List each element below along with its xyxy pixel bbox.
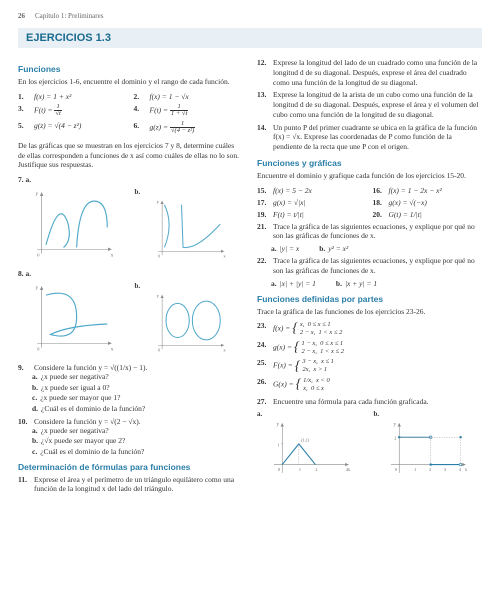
exercise-12: 12.Exprese la longitud del lado de un cu… bbox=[257, 58, 482, 87]
right-column: 12.Exprese la longitud del lado de un cu… bbox=[257, 58, 482, 493]
exercise-21-parts: a.|y| = x b.y² = x² bbox=[271, 244, 482, 253]
svg-text:2: 2 bbox=[429, 468, 431, 473]
exercise-26: 26. G(x) = {1/x, x < 0x, 0 ≤ x bbox=[257, 377, 482, 393]
graph-27a: a. xy 0 124 1 (1,1) bbox=[257, 410, 366, 479]
exercise-13: 13.Exprese la longitud de la arista de u… bbox=[257, 90, 482, 119]
svg-text:1: 1 bbox=[277, 443, 279, 448]
intro-7-8: De las gráficas que se muestran en los e… bbox=[18, 141, 243, 170]
exercise-6: 6.g(z) = 1√(4 − z²) bbox=[134, 121, 244, 135]
svg-text:3: 3 bbox=[443, 468, 445, 473]
exercise-3: 3.F(t) = 1√t bbox=[18, 104, 128, 118]
exercise-14: 14.Un punto P del primer cuadrante se ub… bbox=[257, 123, 482, 152]
svg-text:0: 0 bbox=[278, 468, 280, 473]
intro-1-6: En los ejercicios 1-6, encuentre el domi… bbox=[18, 77, 243, 87]
subhead-funciones: Funciones bbox=[18, 64, 243, 74]
svg-text:y: y bbox=[156, 294, 159, 299]
svg-text:x: x bbox=[223, 254, 226, 259]
svg-text:y: y bbox=[276, 423, 279, 428]
svg-text:x: x bbox=[111, 252, 114, 258]
page-header: 26 Capítulo 1: Preliminares bbox=[18, 12, 482, 20]
svg-text:x: x bbox=[111, 346, 114, 352]
exercise-11: 11.Exprese el área y el perímetro de un … bbox=[18, 475, 243, 493]
svg-text:4: 4 bbox=[346, 468, 348, 473]
svg-text:y: y bbox=[36, 285, 39, 291]
exercise-22: 22.Trace la gráfica de las siguientes ec… bbox=[257, 256, 482, 276]
svg-text:0: 0 bbox=[158, 348, 160, 352]
exercise-18: 18.g(x) = √(−x) bbox=[373, 198, 483, 207]
svg-text:x: x bbox=[464, 469, 467, 474]
exercise-24: 24. g(x) = {1 − x, 0 ≤ x ≤ 12 − x, 1 < x… bbox=[257, 340, 482, 356]
svg-text:0: 0 bbox=[37, 252, 40, 257]
exercise-19: 19.F(t) = t/|t| bbox=[257, 210, 367, 219]
exercise-23: 23. f(x) = {x, 0 ≤ x ≤ 12 − x, 1 < x ≤ 2 bbox=[257, 321, 482, 337]
exercise-10-parts: a.¿x puede ser negativa? b.¿√x puede ser… bbox=[32, 426, 243, 456]
exercise-17: 17.g(x) = √|x| bbox=[257, 198, 367, 207]
subhead-partes: Funciones definidas por partes bbox=[257, 294, 482, 304]
exercise-15: 15.f(x) = 5 − 2x bbox=[257, 186, 367, 195]
exercise-9: 9.Considere la función y = √((1/x) − 1). bbox=[18, 363, 243, 372]
exercise-10: 10.Considere la función y = √(2 − √x). bbox=[18, 417, 243, 426]
svg-text:0: 0 bbox=[395, 468, 397, 473]
exercise-4: 4.F(t) = 11 + √t bbox=[134, 104, 244, 118]
exercise-25: 25. F(x) = {3 − x, x ≤ 12x, x > 1 bbox=[257, 358, 482, 374]
exercise-9-parts: a.¿x puede ser negativa? b.¿x puede ser … bbox=[32, 372, 243, 413]
svg-text:2: 2 bbox=[394, 436, 396, 441]
graph-7a: x y 0 bbox=[18, 188, 127, 261]
exercise-1: 1.f(x) = 1 + x² bbox=[18, 92, 128, 101]
two-column-layout: Funciones En los ejercicios 1-6, encuent… bbox=[18, 58, 482, 493]
intro-15-20: Encuentre el dominio y grafique cada fun… bbox=[257, 171, 482, 181]
intro-23-26: Trace la gráfica de las funciones de los… bbox=[257, 307, 482, 317]
svg-text:2: 2 bbox=[315, 468, 317, 473]
exercise-22-parts: a.|x| + |y| = 1 b.|x + y| = 1 bbox=[271, 279, 482, 288]
svg-text:1: 1 bbox=[414, 468, 416, 473]
chapter-title: Capítulo 1: Preliminares bbox=[35, 12, 103, 20]
exercise-16: 16.f(x) = 1 − 2x − x² bbox=[373, 186, 483, 195]
svg-text:4: 4 bbox=[458, 468, 460, 473]
svg-text:y: y bbox=[36, 191, 39, 197]
subhead-formulas: Determinación de fórmulas para funciones bbox=[18, 462, 243, 472]
graph-8b: b. xy0 bbox=[135, 282, 244, 355]
exercise-7: 7. a. bbox=[18, 175, 243, 184]
svg-text:x: x bbox=[223, 348, 226, 353]
exercise-5: 5.g(z) = √(4 − z²) bbox=[18, 121, 128, 135]
exercise-21: 21.Trace la gráfica de las siguientes ec… bbox=[257, 222, 482, 242]
svg-text:0: 0 bbox=[37, 346, 40, 351]
svg-text:1: 1 bbox=[299, 468, 301, 473]
page-number: 26 bbox=[18, 12, 25, 20]
exercise-2: 2.f(x) = 1 − √x bbox=[134, 92, 244, 101]
graph-27b: b. xy 0 1234 2 bbox=[374, 410, 483, 479]
section-title: EJERCICIOS 1.3 bbox=[18, 28, 482, 48]
svg-text:x: x bbox=[348, 469, 351, 474]
svg-text:(1,1): (1,1) bbox=[301, 438, 310, 444]
subhead-graficas: Funciones y gráficas bbox=[257, 158, 482, 168]
svg-text:0: 0 bbox=[158, 254, 160, 258]
exercise-27: 27.Encuentre una fórmula para cada funci… bbox=[257, 397, 482, 407]
svg-text:y: y bbox=[393, 423, 396, 428]
svg-text:y: y bbox=[156, 200, 159, 205]
exercise-8: 8. a. bbox=[18, 269, 243, 278]
graph-7b: b. xy0 bbox=[135, 188, 244, 261]
exercise-20: 20.G(t) = 1/|t| bbox=[373, 210, 483, 219]
left-column: Funciones En los ejercicios 1-6, encuent… bbox=[18, 58, 243, 493]
graph-8a: x y 0 bbox=[18, 282, 127, 355]
